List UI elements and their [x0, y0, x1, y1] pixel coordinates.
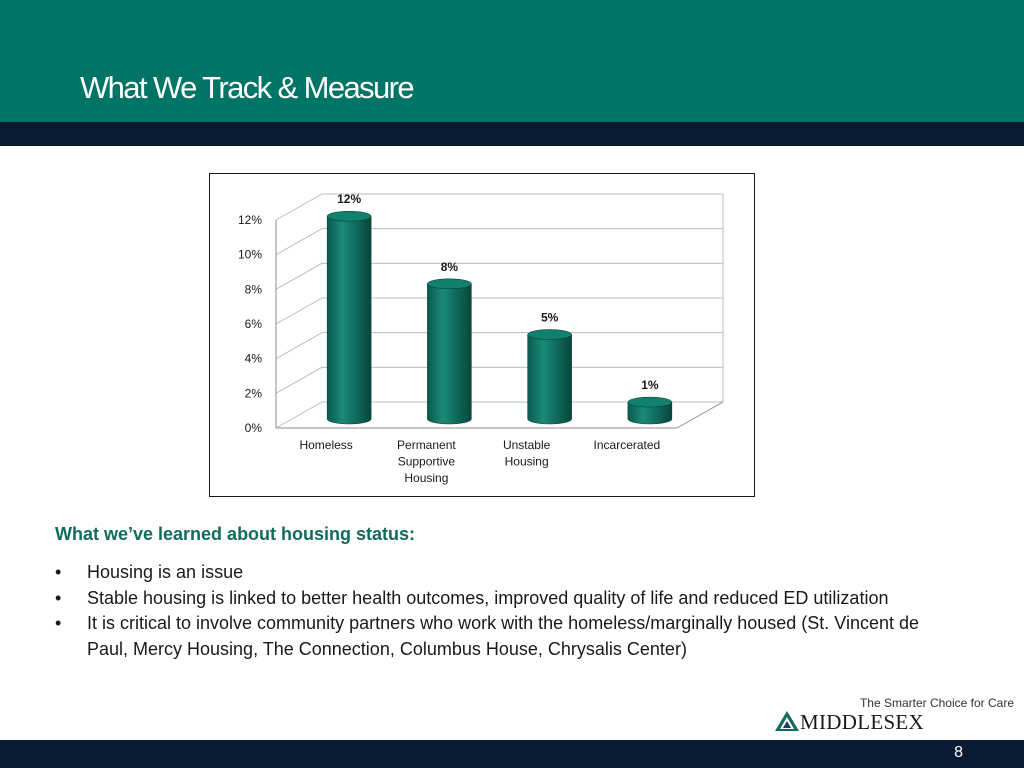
x-tick-label: Incarcerated: [594, 438, 661, 452]
floor-edge: [676, 401, 724, 429]
bullet-marker: •: [55, 562, 62, 582]
y-tick-label: 0%: [245, 421, 263, 435]
bullet-item: • Stable housing is linked to better hea…: [55, 586, 955, 612]
gridline-diagonal: [275, 262, 323, 290]
bar: [627, 401, 673, 425]
y-tick-label: 8%: [245, 282, 263, 296]
x-tick-label: Unstable: [503, 438, 551, 452]
header-bar: What We Track & Measure: [0, 0, 1024, 122]
page-number: 8: [954, 744, 963, 761]
bullet-text: Stable housing is linked to better healt…: [87, 587, 889, 608]
bullet-marker: •: [55, 613, 62, 633]
bullet-list: • Housing is an issue • Stable housing i…: [55, 560, 955, 662]
data-label: 12%: [337, 192, 361, 206]
bar: [427, 283, 472, 425]
x-tick-label: Housing: [404, 471, 448, 485]
slide-title: What We Track & Measure: [80, 70, 415, 105]
bullet-text: It is critical to involve community part…: [87, 613, 920, 659]
header-divider-band: [0, 122, 1024, 146]
data-label: 1%: [641, 378, 659, 392]
bar: [527, 334, 572, 425]
bar: [326, 215, 372, 425]
gridline-diagonal: [275, 332, 323, 360]
bullet-item: • It is critical to involve community pa…: [55, 611, 955, 662]
gridline-diagonal: [275, 297, 323, 325]
gridline-diagonal: [275, 366, 323, 394]
data-label: 5%: [541, 311, 559, 325]
x-tick-label: Housing: [505, 455, 549, 469]
chart-frame: 0% 2% 4% 6% 8% 10% 12% 12% Homeless 8% Permanent Su…: [209, 173, 755, 497]
y-tick-label: 2%: [245, 386, 263, 400]
bar-top: [427, 278, 472, 290]
logo-tagline: The Smarter Choice for Care: [859, 696, 1014, 710]
data-label: 8%: [441, 260, 459, 274]
y-tick-label: 6%: [245, 317, 263, 331]
y-tick-label: 10%: [238, 248, 262, 262]
y-tick-label: 12%: [238, 213, 262, 227]
bar-top: [627, 396, 673, 408]
gridline-diagonal: [275, 228, 323, 256]
bar-chart: 0% 2% 4% 6% 8% 10% 12% 12% Homeless 8% Permanent Su…: [238, 192, 724, 485]
bar-top: [527, 329, 572, 340]
x-tick-label: Homeless: [299, 438, 352, 452]
x-tick-label: Permanent: [397, 438, 456, 452]
section-heading: What we’ve learned about housing status:: [55, 524, 416, 544]
bullet-item: • Housing is an issue: [55, 560, 955, 586]
y-tick-label: 4%: [245, 352, 263, 366]
hospital-logo: The Smarter Choice for Care MIDDLESEX HO…: [770, 696, 1018, 759]
x-tick-label: Supportive: [398, 455, 456, 469]
bullet-text: Housing is an issue: [87, 562, 244, 582]
gridline-diagonal: [275, 401, 323, 429]
bullet-marker: •: [55, 587, 62, 608]
gridline-diagonal: [275, 193, 323, 221]
footer-bar: 8: [0, 740, 1024, 768]
middlesex-hospital-logo-icon: [775, 711, 799, 731]
bar-top: [326, 210, 372, 222]
